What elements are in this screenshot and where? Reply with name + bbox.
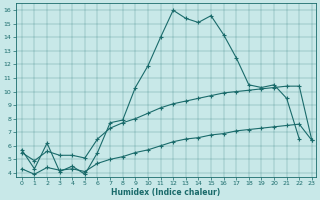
X-axis label: Humidex (Indice chaleur): Humidex (Indice chaleur): [111, 188, 220, 197]
